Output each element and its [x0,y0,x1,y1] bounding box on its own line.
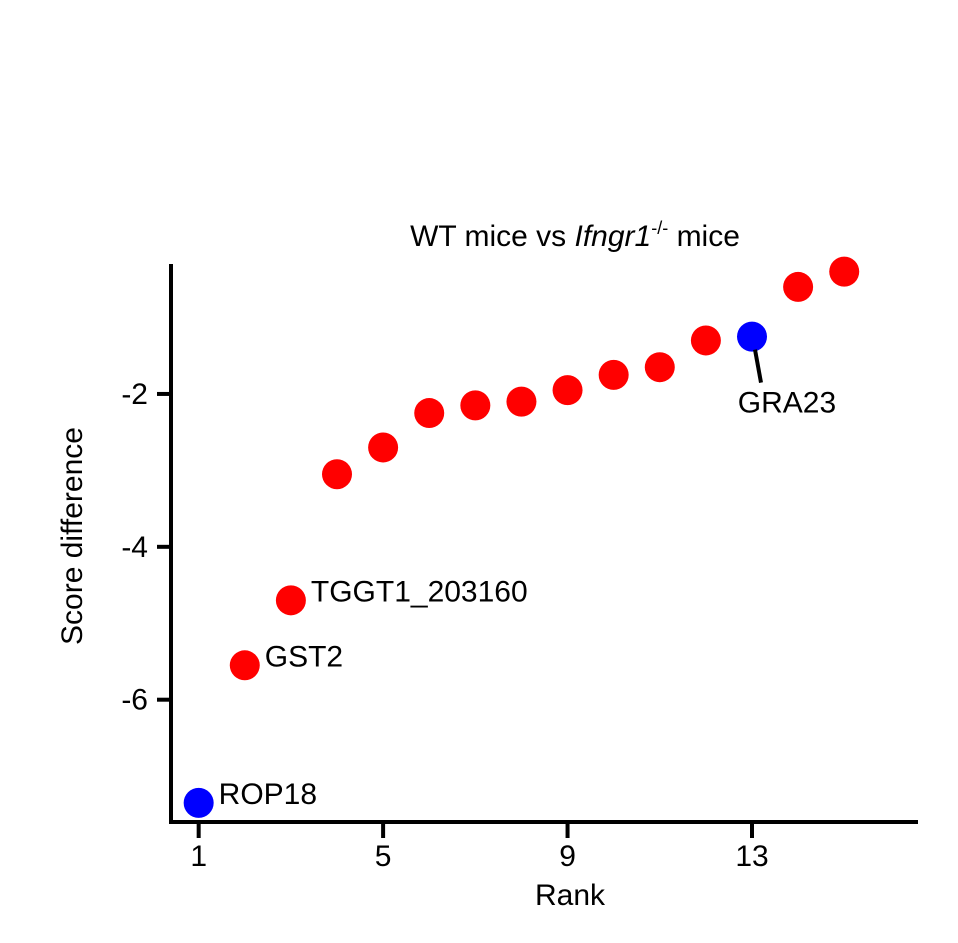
data-point [183,787,214,818]
data-point [414,398,445,429]
x-tick-label: 13 [735,840,768,873]
data-point [506,386,537,417]
data-point [690,325,721,356]
point-label: ROP18 [219,778,317,811]
label-leader-line [753,349,763,383]
x-tick-label: 5 [375,840,392,873]
data-points [183,256,860,818]
point-label: TGGT1_203160 [311,575,528,608]
data-point [644,352,675,383]
y-axis-label: Score difference [56,427,89,645]
y-tick-label: -2 [121,378,148,411]
data-point [322,459,352,490]
point-labels: ROP18 GST2 TGGT1_203160 GRA23 [219,349,836,811]
y-tick-label: -6 [121,684,148,717]
x-tick-label: 1 [190,840,207,873]
x-axis-label: Rank [535,879,606,912]
data-point [275,585,306,616]
data-point [783,271,814,302]
point-label: GRA23 [738,387,836,420]
data-point [368,432,399,463]
x-ticks: 1 5 9 13 [190,822,769,873]
chart-title: WT mice vs Ifngr1-/- mice [410,218,740,253]
x-tick-label: 9 [559,840,576,873]
point-label: GST2 [265,640,343,673]
y-tick-label: -4 [121,531,148,564]
data-point [460,390,491,421]
data-point [598,359,629,390]
data-point [552,375,583,406]
y-ticks: -2 -4 -6 [121,378,171,717]
data-point [737,321,767,352]
data-point [229,650,260,681]
data-point [829,256,860,287]
